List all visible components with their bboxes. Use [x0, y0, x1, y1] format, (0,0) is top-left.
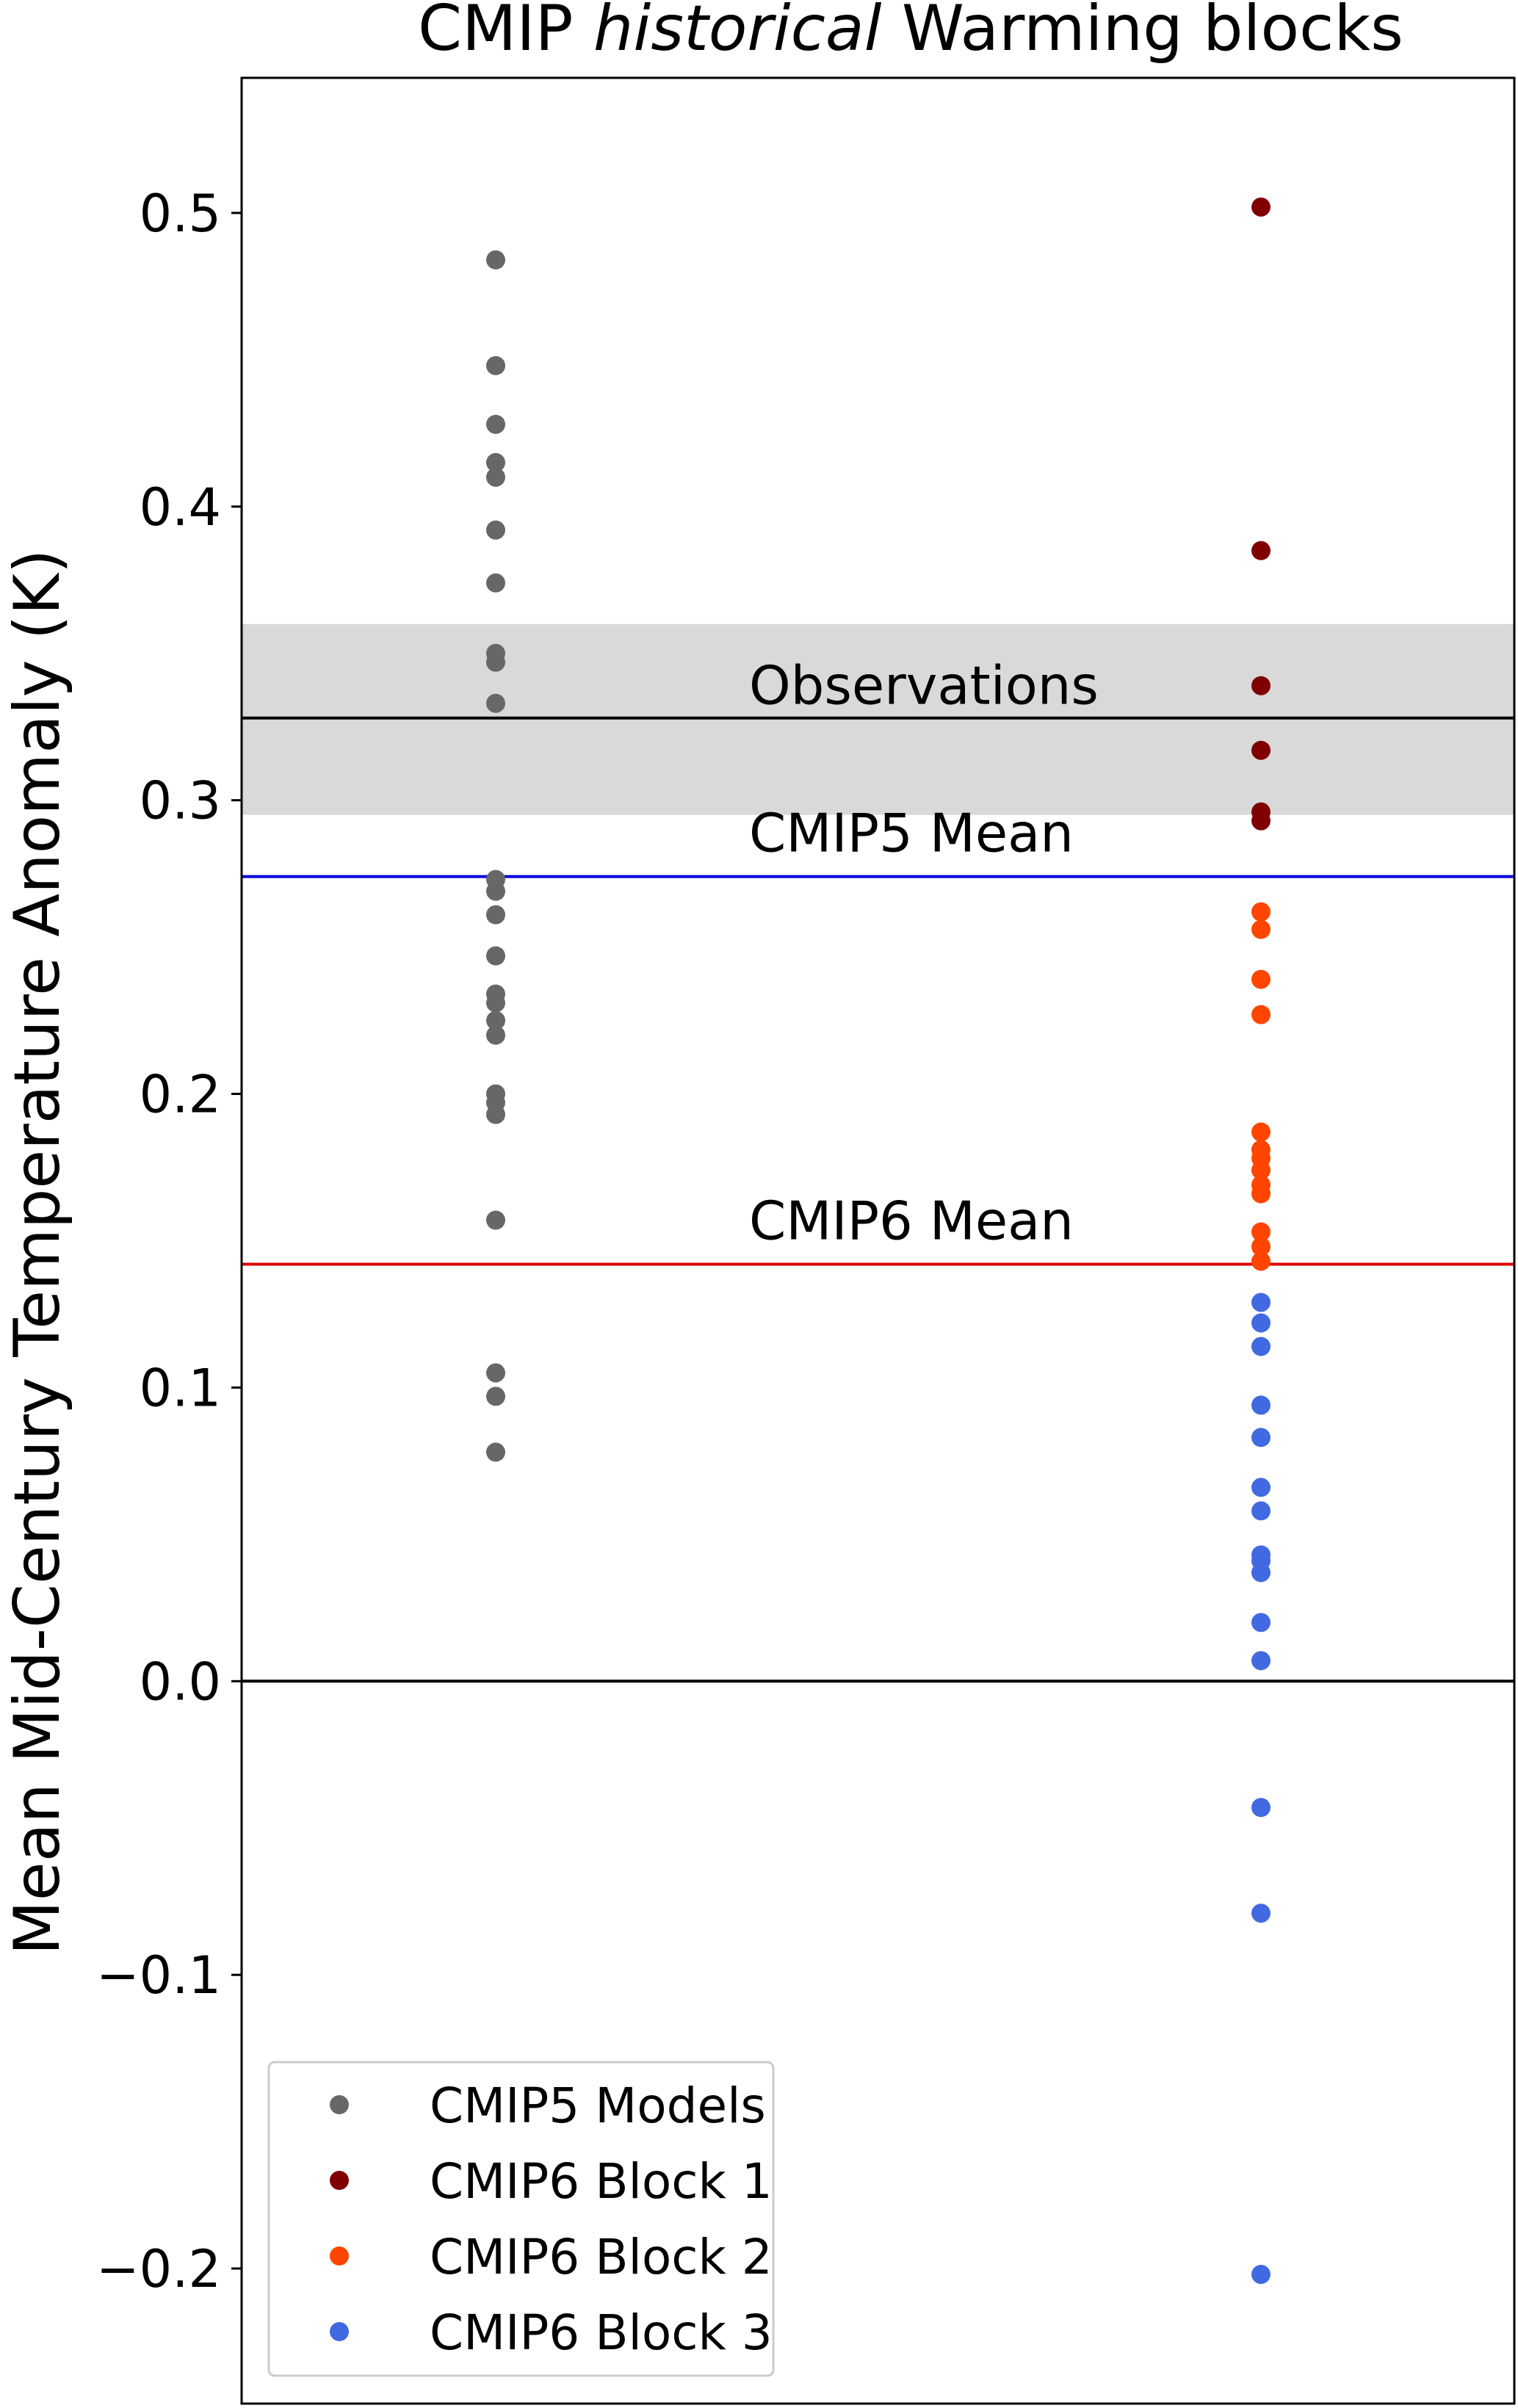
- legend-label-cmip6-block-3: CMIP6 Block 3: [430, 2304, 773, 2361]
- cmip5-models-point: [486, 573, 505, 593]
- plot-frame: [240, 76, 1516, 2405]
- cmip6-block-2-point: [1251, 1251, 1271, 1271]
- cmip6-block-1-point: [1251, 740, 1271, 760]
- cmip5-models-point: [486, 905, 505, 925]
- chart-title: CMIP historical Warming blocks: [418, 0, 1403, 65]
- cmip6-block-3-point: [1251, 1798, 1271, 1818]
- cmip5-models-point: [486, 881, 505, 901]
- cmip5-models-point: [486, 250, 505, 270]
- cmip6-block-2-point: [1251, 1237, 1271, 1257]
- y-ticks-layer: −0.2 −0.1 0.0 0.1 0.2 0.3 0.4 0.5: [96, 184, 242, 2299]
- cmip6-block-3-point: [1251, 1651, 1271, 1671]
- legend-box: [267, 2061, 775, 2377]
- cmip6-block-2-point: [1251, 1222, 1271, 1242]
- cmip5-models-point: [486, 1010, 505, 1030]
- cmip5-models-point: [486, 1386, 505, 1406]
- legend-marker-cmip6-block-1: [330, 2171, 349, 2190]
- cmip6-block-3-point: [1251, 2265, 1271, 2285]
- y-tick-label: −0.2: [96, 2239, 221, 2299]
- cmip6-block-2-point: [1251, 1160, 1271, 1180]
- cmip6-block-3-point: [1251, 1292, 1271, 1312]
- cmip6-mean-label: CMIP6 Mean: [749, 1190, 1074, 1251]
- legend-label-cmip6-block-1: CMIP6 Block 1: [430, 2153, 773, 2210]
- cmip6-block-1-point: [1251, 197, 1271, 217]
- reference-labels-layer: Observations CMIP5 Mean CMIP6 Mean: [749, 655, 1099, 1252]
- cmip6-block-2-point: [1251, 1184, 1271, 1204]
- cmip6-block-3-point: [1251, 1903, 1271, 1923]
- cmip6-block-2-point: [1251, 919, 1271, 939]
- cmip5-models-point: [486, 946, 505, 966]
- chart-title-prefix: CMIP: [418, 0, 593, 65]
- cmip6-block-3-point: [1251, 1428, 1271, 1447]
- y-axis-label: Mean Mid-Century Temperature Anomaly (K): [1, 549, 74, 1956]
- reference-lines-layer: [242, 716, 1514, 1683]
- legend-label-cmip5-models: CMIP5 Models: [430, 2078, 766, 2134]
- cmip5-models-point: [486, 1210, 505, 1230]
- cmip6-block-2-point: [1251, 902, 1271, 922]
- y-tick-label: 0.0: [140, 1652, 221, 1712]
- y-tick-label: 0.2: [140, 1065, 221, 1125]
- cmip6-block-2-point: [1251, 969, 1271, 989]
- cmip5-models-point: [486, 1442, 505, 1462]
- cmip6-block-1-point: [1251, 676, 1271, 695]
- chart-title-emphasis: historical: [593, 0, 882, 65]
- cmip6-block-3-point: [1251, 1613, 1271, 1633]
- legend-marker-cmip6-block-2: [330, 2246, 349, 2266]
- legend-label-cmip6-block-2: CMIP6 Block 2: [430, 2229, 773, 2285]
- cmip6-block-2-point: [1251, 1122, 1271, 1142]
- y-tick-label: 0.1: [140, 1358, 221, 1418]
- cmip5-models-point: [486, 1363, 505, 1383]
- cmip5-models-point: [486, 452, 505, 472]
- cmip6-block-1-point: [1251, 811, 1271, 831]
- cmip5-models-point: [486, 693, 505, 713]
- cmip6-block-2-point: [1251, 1005, 1271, 1024]
- cmip6-block-3-point: [1251, 1478, 1271, 1497]
- legend: CMIP5 Models CMIP6 Block 1 CMIP6 Block 2 CM…: [267, 2061, 775, 2377]
- cmip6-block-3-point: [1251, 1313, 1271, 1333]
- cmip5-models-point: [486, 652, 505, 672]
- y-tick-label: 0.4: [140, 477, 221, 538]
- observations-label: Observations: [749, 655, 1099, 717]
- data-points-layer: [486, 197, 1271, 2285]
- cmip5-models-point: [486, 467, 505, 487]
- y-tick-label: −0.1: [96, 1945, 221, 2006]
- cmip5-models-point: [486, 355, 505, 375]
- cmip5-models-point: [486, 1104, 505, 1124]
- cmip5-models-point: [486, 1025, 505, 1045]
- y-tick-label: 0.3: [140, 771, 221, 831]
- cmip6-block-3-point: [1251, 1563, 1271, 1583]
- cmip6-block-3-point: [1251, 1501, 1271, 1521]
- y-tick-label: 0.5: [140, 184, 221, 244]
- legend-marker-cmip5-models: [330, 2095, 349, 2114]
- cmip5-models-point: [486, 993, 505, 1013]
- cmip5-models-point: [486, 414, 505, 434]
- cmip6-block-3-point: [1251, 1337, 1271, 1356]
- chart-title-suffix: Warming blocks: [881, 0, 1403, 65]
- cmip5-mean-label: CMIP5 Mean: [749, 803, 1074, 864]
- cmip6-block-3-point: [1251, 1395, 1271, 1415]
- legend-marker-cmip6-block-3: [330, 2322, 349, 2341]
- cmip6-block-1-point: [1251, 540, 1271, 560]
- cmip5-models-point: [486, 520, 505, 540]
